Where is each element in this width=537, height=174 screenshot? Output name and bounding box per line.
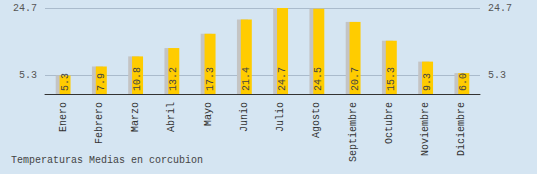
svg-text:10.8: 10.8 [132, 67, 143, 91]
svg-text:24.7: 24.7 [488, 3, 512, 14]
svg-text:Septiembre: Septiembre [348, 102, 359, 162]
svg-text:9.3: 9.3 [422, 73, 433, 91]
svg-text:5.3: 5.3 [60, 73, 71, 91]
svg-text:6.0: 6.0 [458, 73, 469, 91]
svg-text:Diciembre: Diciembre [456, 102, 467, 156]
svg-text:5.3: 5.3 [488, 70, 506, 81]
svg-text:Abril: Abril [166, 102, 177, 132]
svg-text:20.7: 20.7 [350, 67, 361, 91]
svg-text:5.3: 5.3 [19, 70, 37, 81]
svg-text:24.5: 24.5 [313, 67, 324, 91]
svg-text:Marzo: Marzo [130, 102, 141, 132]
svg-text:Enero: Enero [58, 102, 69, 132]
svg-text:Octubre: Octubre [384, 102, 395, 144]
svg-text:15.3: 15.3 [386, 67, 397, 91]
svg-text:Mayo: Mayo [203, 102, 214, 126]
svg-text:Junio: Junio [239, 102, 250, 132]
svg-text:21.4: 21.4 [241, 67, 252, 91]
svg-text:Noviembre: Noviembre [420, 102, 431, 156]
svg-text:Febrero: Febrero [94, 102, 105, 144]
svg-text:13.2: 13.2 [168, 67, 179, 91]
svg-text:Agosto: Agosto [311, 102, 322, 138]
svg-text:Julio: Julio [275, 102, 286, 132]
svg-text:Temperaturas Medias en corcubi: Temperaturas Medias en corcubion [11, 155, 203, 166]
svg-text:17.3: 17.3 [205, 67, 216, 91]
svg-text:24.7: 24.7 [277, 67, 288, 91]
svg-text:7.9: 7.9 [96, 73, 107, 91]
svg-text:24.7: 24.7 [13, 3, 37, 14]
